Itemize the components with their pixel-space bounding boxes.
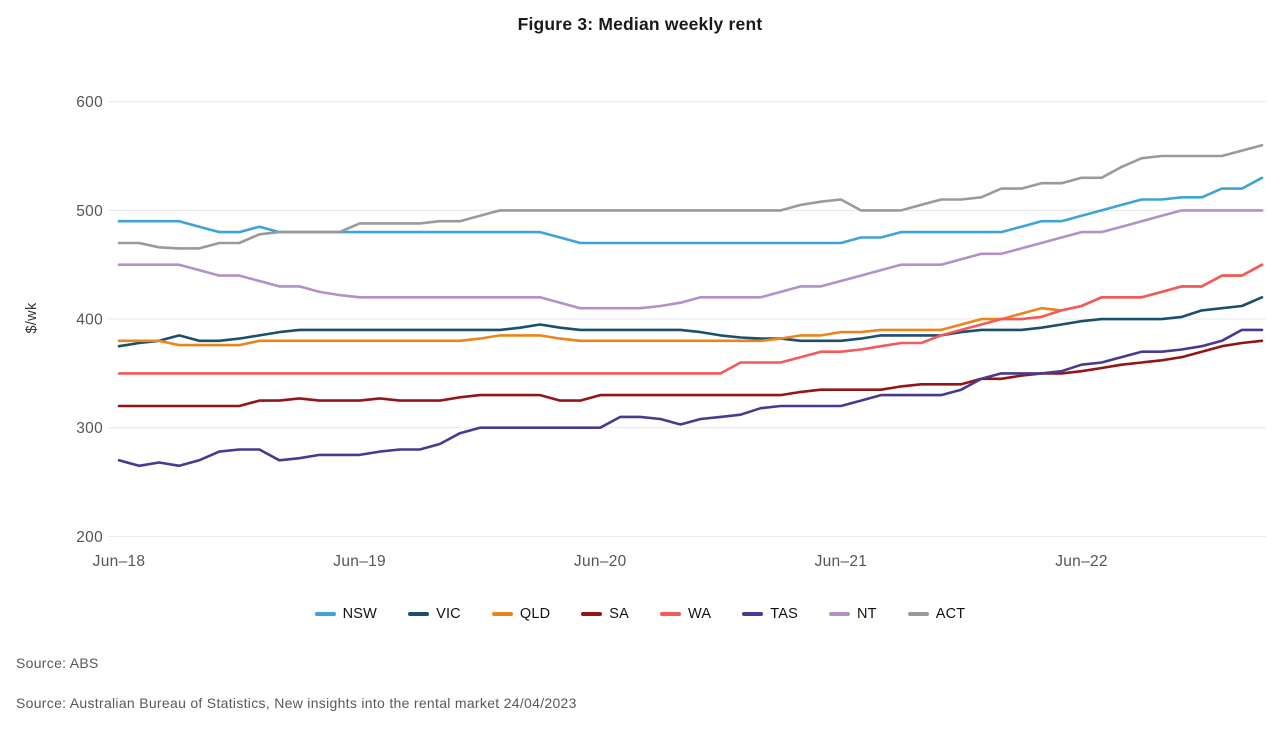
legend-label-qld: QLD [519,606,551,622]
series-line-vic [117,295,1264,348]
legend-swatch-sa [581,612,603,616]
x-tick-labels: Jun–18 Jun–19 Jun–20 Jun–21 Jun–22 [93,553,1108,570]
legend-item-nt: NT [829,606,877,622]
chart-title: Figure 3: Median weekly rent [517,14,763,34]
legend-label-tas: TAS [770,606,798,622]
legend-label-vic: VIC [436,606,461,622]
legend-item-nsw: NSW [314,606,378,622]
source-attribution: Source: Australian Bureau of Statistics,… [16,695,577,711]
series-line-sa [117,339,1264,408]
legend-label-act: ACT [935,606,966,622]
x-tick-Jun–20: Jun–20 [574,553,627,570]
y-tick-600: 600 [76,94,103,111]
y-axis-title: $/wk [24,302,40,333]
legend-swatch-tas [742,612,764,616]
legend-item-qld: QLD [491,606,551,622]
legend-item-sa: SA [581,606,629,622]
legend-label-nt: NT [857,606,877,622]
legend-item-wa: WA [660,606,711,622]
y-tick-300: 300 [76,420,103,437]
y-tick-labels: 600 500 400 300 200 [76,94,103,546]
legend-item-tas: TAS [742,606,798,622]
legend-swatch-nt [829,612,850,616]
legend: NSW VIC QLD SA WA TAS NT ACT [0,606,1280,622]
x-tick-Jun–22: Jun–22 [1055,553,1108,570]
x-tick-Jun–21: Jun–21 [815,553,868,570]
legend-swatch-wa [660,612,682,616]
x-tick-Jun–19: Jun–19 [333,553,386,570]
y-tick-500: 500 [76,203,103,220]
legend-swatch-vic [408,612,430,616]
series-line-act [117,143,1264,250]
series-line-wa [117,263,1264,375]
legend-label-sa: SA [609,606,630,622]
legend-label-nsw: NSW [342,606,378,622]
x-tick-Jun–18: Jun–18 [93,553,146,570]
legend-item-act: ACT [907,606,966,622]
series-line-qld [117,263,1264,347]
legend-swatch-qld [491,612,513,616]
source-abs: Source: ABS [16,655,99,671]
series-lines [117,143,1264,468]
legend-label-wa: WA [688,606,712,622]
legend-item-vic: VIC [408,606,461,622]
legend-swatch-nsw [314,612,336,616]
y-tick-200: 200 [76,529,103,546]
legend-swatch-act [907,612,929,616]
series-line-nt [117,209,1264,310]
series-line-tas [117,328,1264,468]
y-tick-400: 400 [76,312,103,329]
